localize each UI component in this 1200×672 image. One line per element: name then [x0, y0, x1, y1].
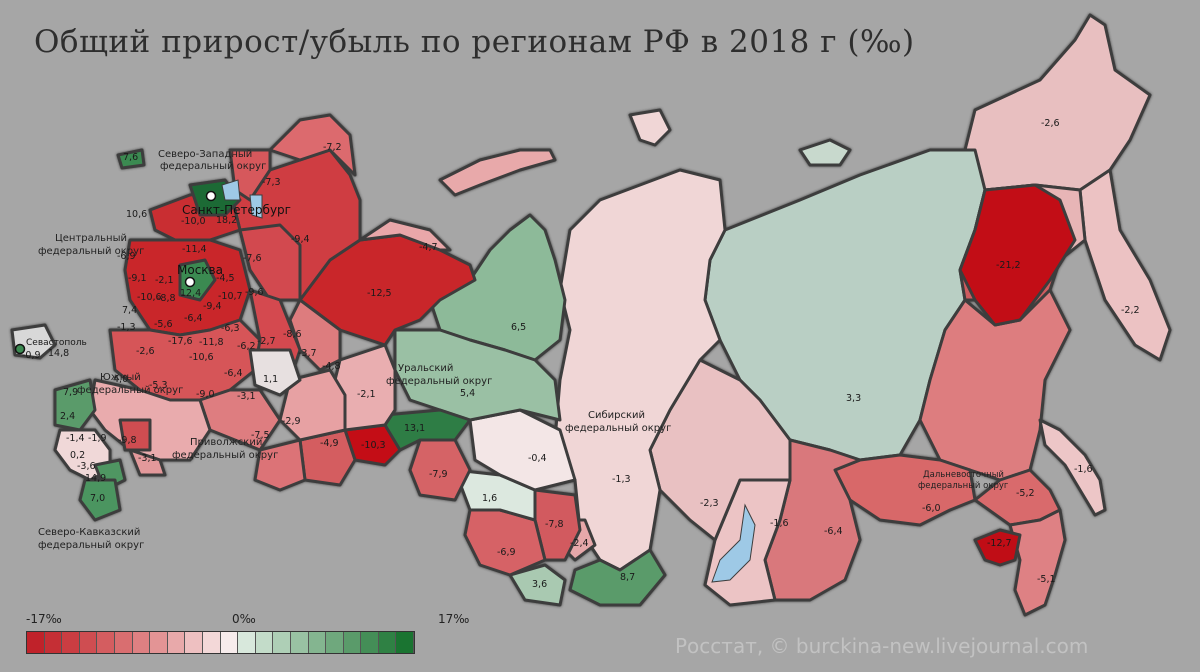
region-perm[interactable] — [288, 298, 342, 372]
source-credit: Росстат, © burckina-new.livejournal.com — [675, 634, 1089, 658]
region-vologda[interactable] — [238, 223, 302, 302]
legend-mid-label: 0‰ — [232, 612, 256, 626]
region-tomsk[interactable] — [468, 408, 577, 492]
legend-swatch — [44, 632, 63, 653]
legend-swatch — [97, 632, 115, 653]
legend-swatch — [396, 632, 415, 653]
legend-swatch — [290, 632, 309, 653]
region-sakhalin[interactable] — [1038, 418, 1107, 517]
legend-swatch — [220, 632, 239, 653]
legend-swatch — [150, 632, 168, 653]
region-omsk[interactable] — [408, 438, 472, 502]
region-altai-rep[interactable] — [508, 563, 567, 607]
region-primorye[interactable] — [1008, 508, 1067, 617]
region-crimea[interactable] — [10, 323, 57, 360]
lake-ladoga — [221, 179, 241, 201]
region-moscow[interactable] — [178, 258, 217, 302]
region-magadan-red[interactable] — [958, 183, 1077, 327]
color-legend: -17‰ 0‰ 17‰ — [26, 612, 470, 656]
region-kaliningrad[interactable] — [116, 148, 146, 170]
region-novaya-zemlya[interactable] — [438, 148, 557, 197]
legend-swatch — [361, 632, 379, 653]
map-title: Общий прирост/убыль по регионам РФ в 201… — [34, 24, 915, 60]
legend-swatch — [308, 632, 327, 653]
region-saratov[interactable] — [198, 388, 282, 452]
region-severnaya-zemlya[interactable] — [628, 108, 672, 147]
region-tuva[interactable] — [568, 548, 667, 607]
lake-baikal — [711, 503, 756, 583]
legend-swatch — [132, 632, 151, 653]
region-amur[interactable] — [833, 453, 977, 527]
legend-swatch — [326, 632, 344, 653]
legend-swatch — [79, 632, 98, 653]
region-samara[interactable] — [248, 348, 302, 397]
legend-swatch — [343, 632, 362, 653]
legend-swatch — [255, 632, 274, 653]
region-khmao[interactable] — [393, 328, 562, 422]
region-murmansk[interactable] — [268, 113, 357, 177]
legend-swatch — [167, 632, 186, 653]
legend-max-label: 17‰ — [438, 612, 470, 626]
legend-swatch — [238, 632, 256, 653]
legend-min-label: -17‰ — [26, 612, 62, 626]
region-chukotka[interactable] — [963, 13, 1152, 192]
legend-swatch — [185, 632, 203, 653]
region-kamchatka[interactable] — [1078, 168, 1172, 362]
region-nenets[interactable] — [358, 218, 452, 252]
legend-swatch — [114, 632, 133, 653]
region-dagestan[interactable] — [78, 478, 122, 522]
region-krasnodar[interactable] — [53, 378, 97, 432]
legend-swatch — [378, 632, 397, 653]
region-rostov[interactable] — [118, 418, 152, 452]
legend-swatch — [273, 632, 291, 653]
legend-color-scale — [26, 631, 416, 654]
region-astrakhan[interactable] — [128, 448, 167, 477]
region-orenburg[interactable] — [253, 438, 307, 492]
legend-swatch — [62, 632, 80, 653]
lake-onega — [249, 194, 263, 219]
region-new-siberian[interactable] — [798, 138, 852, 167]
legend-swatch — [202, 632, 221, 653]
region-evr[interactable] — [973, 528, 1022, 567]
legend-swatch — [27, 632, 45, 653]
